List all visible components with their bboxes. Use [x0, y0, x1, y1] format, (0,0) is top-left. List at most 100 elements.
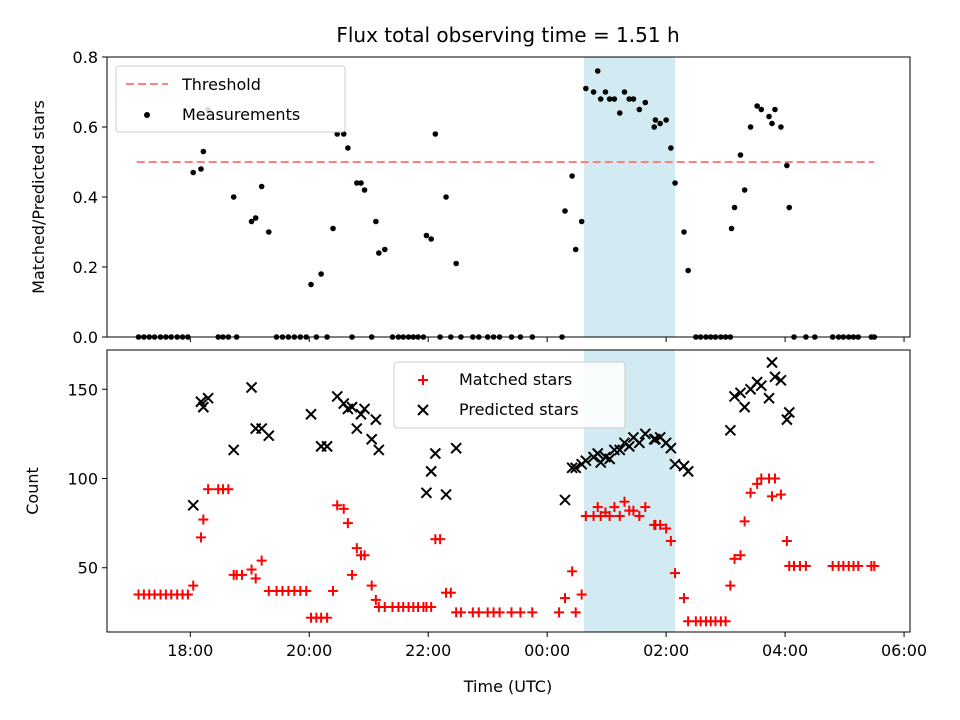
measurements-point	[772, 106, 778, 113]
measurements-point	[616, 110, 623, 116]
matched-stars-point	[351, 543, 362, 554]
predicted-stars-point	[245, 381, 258, 394]
matched-stars-point	[781, 535, 792, 546]
predicted-stars-point	[440, 488, 452, 501]
matched-stars-point	[661, 523, 672, 534]
matched-stars-point	[445, 587, 456, 598]
y-tick-label: 100	[67, 470, 98, 489]
measurements-point	[198, 166, 204, 172]
predicted-stars-point	[559, 494, 571, 506]
predicted-stars-point	[358, 403, 371, 415]
measurements-point	[578, 218, 585, 225]
top-highlight-span	[584, 57, 676, 337]
matched-stars-point	[347, 569, 358, 580]
matched-stars-point	[614, 510, 625, 521]
predicted-stars-point	[370, 413, 382, 426]
predicted-stars-point	[321, 440, 333, 453]
measurements-point	[621, 89, 628, 95]
measurements-point	[308, 281, 314, 288]
x-tick-label: 22:00	[405, 641, 451, 660]
measurements-point	[602, 89, 609, 95]
y-tick-label: 0.2	[73, 258, 98, 277]
measurements-point	[334, 131, 340, 137]
matched-stars-point	[745, 487, 756, 498]
matched-stars-point	[769, 473, 780, 484]
matched-stars-point	[800, 560, 811, 571]
top-points	[135, 68, 878, 340]
matched-stars-point	[198, 514, 209, 525]
top-axes-frame	[106, 56, 911, 338]
matched-stars-point	[735, 550, 746, 561]
predicted-stars-point	[769, 371, 781, 383]
predicted-stars-point	[187, 499, 199, 511]
predicted-stars-point	[614, 444, 626, 456]
top-y-axis-label: Matched/Predicted stars	[29, 100, 48, 294]
predicted-stars-point	[566, 462, 578, 474]
bottom-y-axis-label: Count	[23, 467, 42, 515]
matched-stars-point	[435, 534, 446, 545]
measurements-point	[630, 96, 637, 102]
predicted-stars-point	[580, 454, 592, 467]
legend-measurements-label: Measurements	[182, 105, 300, 124]
measurements-point	[766, 113, 772, 120]
x-axis-label: Time (UTC)	[463, 677, 552, 696]
measurements-point	[258, 183, 265, 190]
measurements-point	[652, 117, 659, 123]
chart-title: Flux total observing time = 1.51 h	[336, 23, 679, 47]
predicted-stars-point	[202, 392, 214, 404]
legend-predicted-swatch	[417, 404, 429, 416]
measurements-point	[248, 218, 255, 225]
predicted-stars-point	[763, 392, 775, 404]
measurements-point	[361, 187, 368, 193]
measurements-point	[758, 106, 765, 113]
measurements-point	[784, 162, 790, 169]
predicted-stars-point	[592, 447, 604, 460]
bottom-y-ticks: 50 100 150	[67, 380, 107, 578]
measurements-point	[769, 120, 775, 127]
predicted-stars-point	[682, 465, 694, 478]
measurements-point	[754, 103, 760, 109]
legend-predicted-label: Predicted stars	[459, 400, 579, 419]
matched-stars-point	[188, 580, 199, 591]
matched-stars-point	[720, 616, 731, 627]
matched-stars-point	[576, 589, 587, 600]
matched-stars-point	[195, 532, 206, 543]
matched-stars-point	[338, 503, 349, 514]
top-x-ticks	[189, 337, 905, 342]
measurements-point	[230, 194, 237, 200]
legend-matched-label: Matched stars	[459, 370, 572, 389]
y-tick-label: 0.0	[73, 328, 98, 347]
measurements-point	[668, 145, 674, 151]
measurements-point	[200, 148, 207, 155]
bottom-legend-box	[393, 361, 626, 429]
x-tick-label: 02:00	[643, 641, 689, 660]
predicted-stars-point	[227, 444, 240, 456]
predicted-stars-point	[775, 374, 787, 387]
measurements-point	[606, 96, 613, 102]
matched-stars-point	[752, 478, 763, 489]
measurements-point	[626, 96, 633, 102]
measurements-point	[663, 117, 669, 123]
measurements-point	[428, 236, 434, 242]
matched-stars-point	[729, 553, 740, 564]
measurements-point	[572, 246, 579, 253]
matched-stars-point	[665, 535, 676, 546]
measurements-point	[651, 124, 658, 130]
bottom-legend: Matched stars Predicted stars	[393, 361, 626, 429]
matched-stars-point	[473, 607, 484, 618]
matched-stars-point	[527, 607, 538, 618]
predicted-stars-point	[755, 379, 768, 392]
matched-stars-point	[237, 569, 248, 580]
measurements-point	[672, 180, 678, 186]
measurements-point	[728, 225, 735, 232]
matched-stars-point	[725, 580, 736, 591]
matched-stars-point	[670, 568, 681, 579]
measurements-point	[681, 229, 687, 235]
measurements-point	[562, 208, 568, 214]
measurements-point	[731, 204, 738, 211]
bottom-points	[133, 356, 880, 627]
matched-stars-point	[592, 502, 603, 513]
matched-stars-point	[342, 518, 353, 529]
predicted-stars-point	[728, 390, 741, 403]
predicted-stars-point	[425, 465, 437, 478]
